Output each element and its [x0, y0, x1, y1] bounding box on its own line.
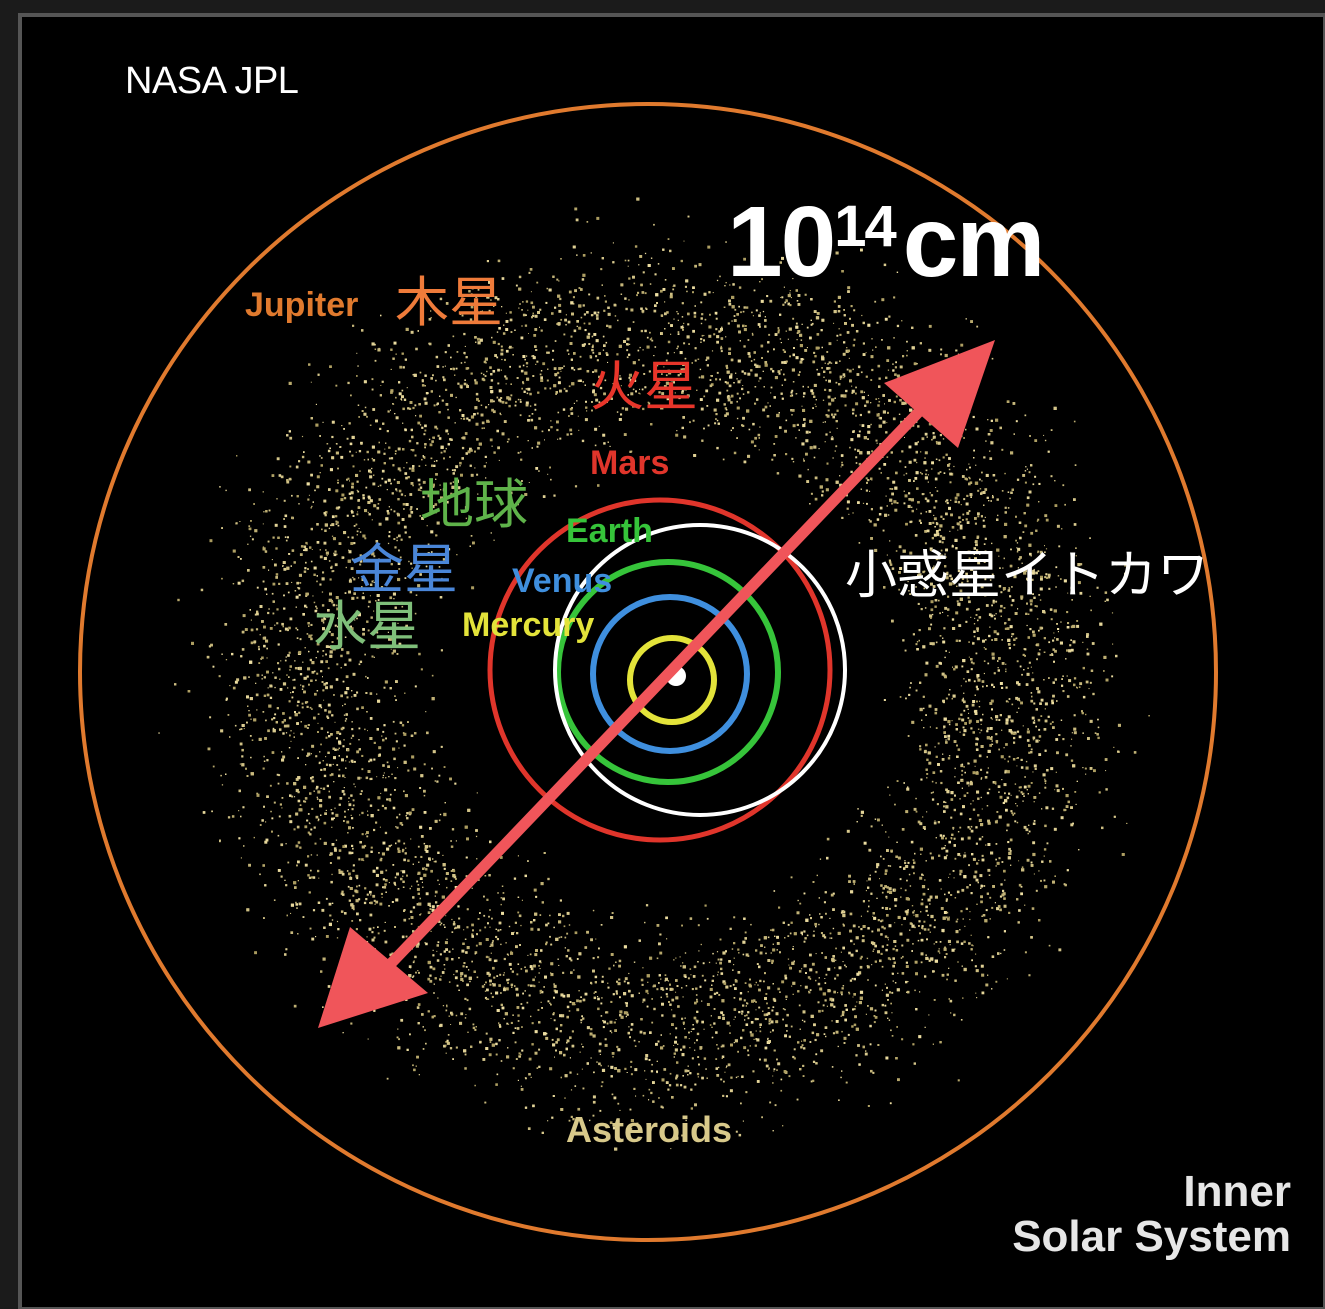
itokawa-label: 小惑星イトカワ — [845, 546, 1210, 606]
caption-line-1: Inner — [1183, 1167, 1291, 1216]
diagram-caption: Inner Solar System — [1012, 1167, 1291, 1261]
scale-base: 10 — [727, 186, 836, 298]
scale-arrow — [318, 340, 995, 1028]
earth-label-en: Earth — [566, 512, 653, 550]
jupiter-label-jp: 木星 — [395, 271, 503, 334]
mars-label-jp: 火星 — [590, 355, 698, 418]
scale-label: 1014cm — [727, 192, 1045, 292]
earth-label-jp: 地球 — [420, 473, 528, 536]
itokawa-orbit — [553, 523, 847, 817]
mars-label-en: Mars — [590, 444, 670, 482]
venus-label-jp: 金星 — [350, 538, 458, 601]
venus-label-en: Venus — [512, 562, 613, 600]
credit-label: NASA JPL — [125, 60, 299, 102]
caption-line-2: Solar System — [1012, 1211, 1291, 1261]
mercury-label-en: Mercury — [462, 606, 595, 644]
mercury-label-jp: 水星 — [313, 595, 421, 658]
scale-unit: cm — [902, 186, 1046, 298]
jupiter-orbit — [78, 102, 1218, 1242]
mercury-orbit — [627, 635, 717, 725]
mars-orbit — [487, 497, 833, 843]
asteroid-belt — [158, 197, 1150, 1151]
arrow-head-lower — [318, 927, 428, 1028]
earth-orbit — [555, 559, 781, 785]
venus-orbit — [590, 594, 750, 754]
scale-exponent: 14 — [834, 194, 896, 259]
asteroids-label: Asteroids — [566, 1109, 733, 1150]
arrow-head-upper — [884, 340, 995, 448]
jupiter-label-en: Jupiter — [245, 286, 359, 324]
